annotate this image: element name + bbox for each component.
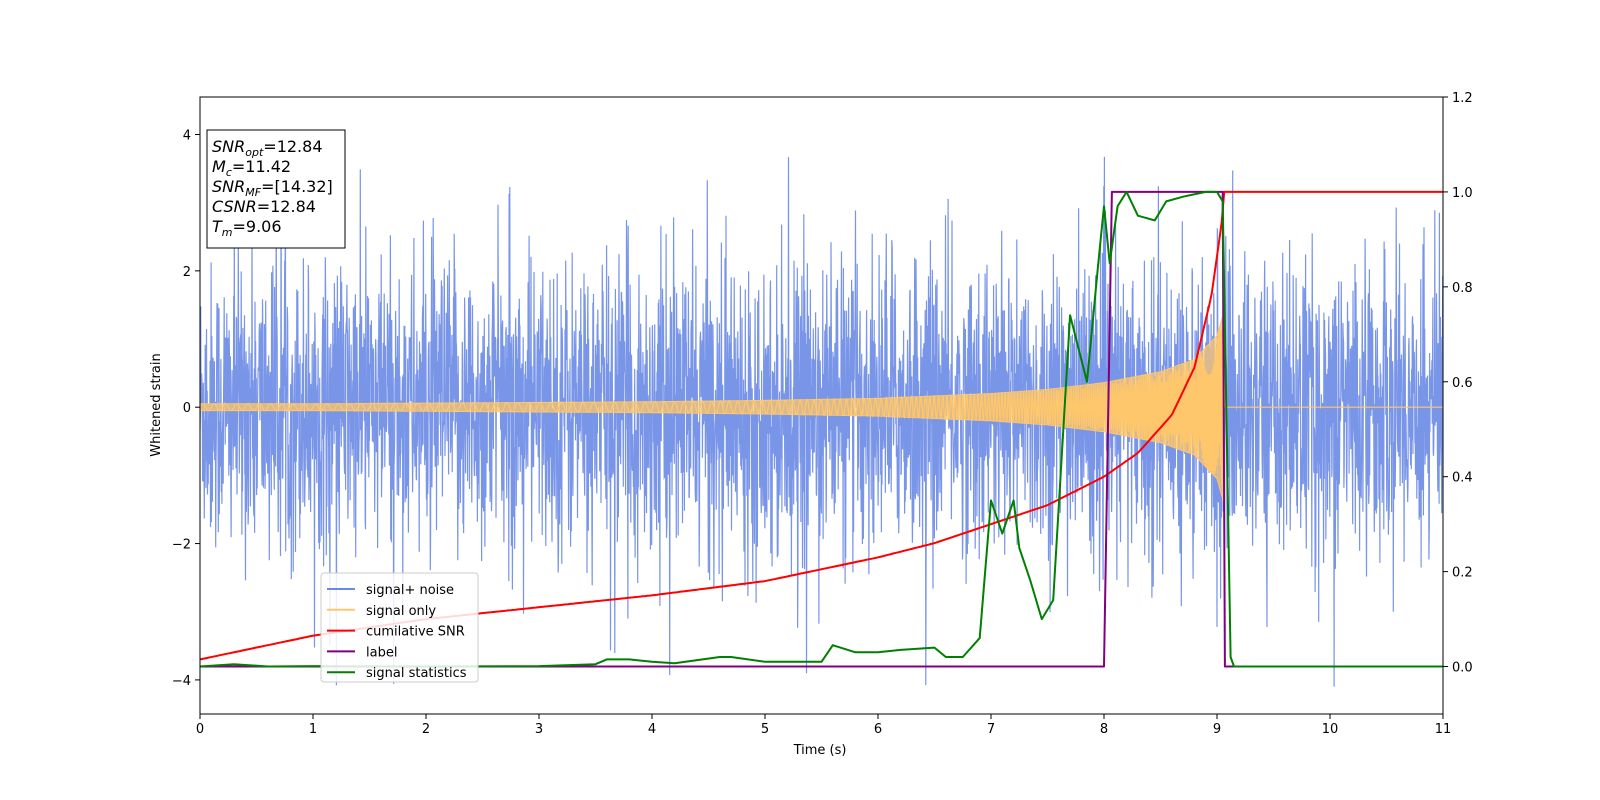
series-signal-noise	[200, 131, 1443, 687]
y-left-tick-label: 4	[183, 128, 191, 143]
x-tick-label: 7	[987, 722, 995, 737]
legend-label: signal only	[366, 604, 436, 619]
y-right-tick-label: 0.0	[1452, 661, 1473, 676]
x-tick-label: 5	[761, 722, 769, 737]
y-right-tick-label: 0.8	[1452, 281, 1473, 296]
x-axis-label: Time (s)	[793, 743, 847, 758]
y-left-tick-label: 0	[183, 401, 191, 416]
x-tick-label: 9	[1213, 722, 1221, 737]
x-axis: 0 1 2 3 4 5 6 7 8 9 10 11	[196, 714, 1451, 737]
y-left-tick-label: 2	[183, 265, 191, 280]
series-signal-statistics	[200, 190, 1443, 668]
annotation-box: SNRopt=12.84Mc=11.42SNRMF=[14.32]CSNR=12…	[206, 129, 346, 249]
annotation-line: SNRopt=12.84	[212, 137, 323, 159]
y-right-tick-label: 1.2	[1452, 91, 1473, 106]
annotation-line: CSNR=12.84	[212, 197, 316, 216]
x-tick-label: 1	[309, 722, 317, 737]
y-right-tick-label: 0.6	[1452, 376, 1473, 391]
series-signal-only	[200, 326, 1443, 500]
x-tick-label: 8	[1100, 722, 1108, 737]
legend-label: label	[366, 645, 397, 660]
legend-label: signal statistics	[366, 666, 467, 681]
annotation-line: Mc=11.42	[212, 157, 291, 179]
y-right-tick-label: 0.2	[1452, 566, 1473, 581]
x-tick-label: 10	[1322, 722, 1339, 737]
x-tick-label: 11	[1435, 722, 1452, 737]
x-tick-label: 6	[874, 722, 882, 737]
annotation-frame	[206, 129, 346, 249]
y-axis-left: −4 −2 0 2 4	[172, 128, 200, 689]
plot-frame	[199, 96, 1444, 715]
legend-frame	[320, 572, 479, 683]
legend: signal+ noise signal only cumilative SNR la…	[320, 572, 479, 683]
y-right-tick-label: 1.0	[1452, 186, 1473, 201]
x-tick-label: 3	[535, 722, 543, 737]
legend-label: cumilative SNR	[366, 625, 465, 640]
x-tick-label: 4	[648, 722, 656, 737]
annotation-line: SNRMF=[14.32]	[212, 177, 333, 199]
y-right-tick-label: 0.4	[1452, 471, 1473, 486]
y-left-tick-label: −2	[172, 538, 191, 553]
y-axis-label: Whitened strain	[149, 353, 164, 456]
x-tick-label: 2	[422, 722, 430, 737]
annotation-line: Tm=9.06	[212, 217, 282, 239]
y-axis-right: 0.0 0.2 0.4 0.6 0.8 1.0 1.2	[1443, 91, 1473, 676]
y-left-tick-label: −4	[172, 674, 191, 689]
legend-label: signal+ noise	[366, 583, 454, 598]
x-tick-label: 0	[196, 722, 204, 737]
